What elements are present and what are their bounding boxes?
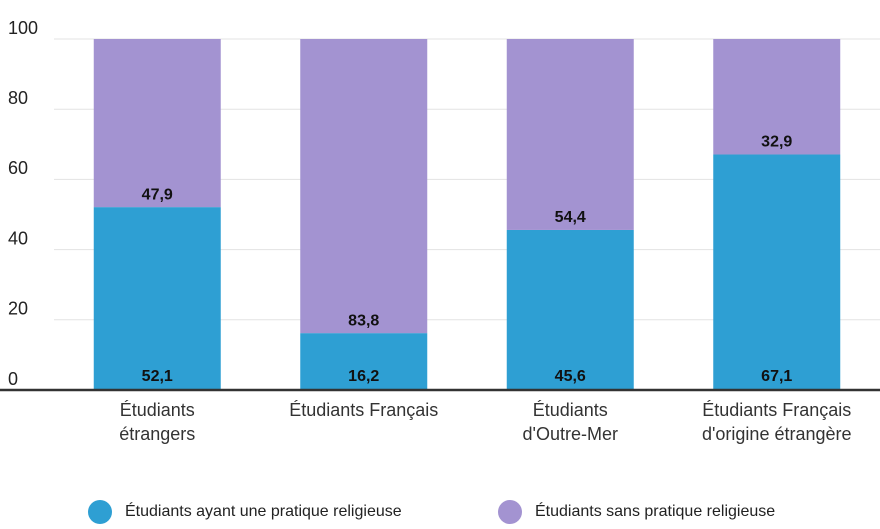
x-tick-label: Étudiants d'Outre-Mer <box>522 400 618 444</box>
value-label: 67,1 <box>761 368 792 385</box>
value-label: 45,6 <box>555 368 586 385</box>
bar-segment <box>300 333 428 390</box>
legend-marker <box>498 500 522 524</box>
legend-marker <box>88 500 112 524</box>
bar-segment <box>93 207 221 390</box>
bar-segment <box>713 154 841 390</box>
legend-label: Étudiants ayant une pratique religieuse <box>125 501 402 520</box>
value-label: 32,9 <box>761 134 792 151</box>
value-label: 83,8 <box>348 312 379 329</box>
value-label: 47,9 <box>142 186 173 203</box>
value-label: 16,2 <box>348 368 379 385</box>
x-tick-label: Étudiants étrangers <box>119 400 196 444</box>
y-tick-label: 60 <box>8 158 28 178</box>
bar-segment <box>506 39 634 230</box>
value-label: 52,1 <box>142 368 173 385</box>
y-tick-label: 100 <box>8 18 38 38</box>
bar-segment <box>506 229 634 390</box>
y-tick-label: 0 <box>8 369 18 389</box>
value-label: 54,4 <box>555 209 586 226</box>
bar-segment <box>713 39 841 155</box>
legend-label: Étudiants sans pratique religieuse <box>535 501 775 520</box>
x-tick-label: Étudiants Français d'origine étrangère <box>701 400 852 444</box>
bar-segment <box>300 39 428 334</box>
bar-segment <box>93 39 221 208</box>
y-tick-label: 20 <box>8 299 28 319</box>
y-tick-label: 40 <box>8 228 28 248</box>
x-tick-label: Étudiants Français <box>289 400 439 420</box>
y-tick-label: 80 <box>8 88 28 108</box>
